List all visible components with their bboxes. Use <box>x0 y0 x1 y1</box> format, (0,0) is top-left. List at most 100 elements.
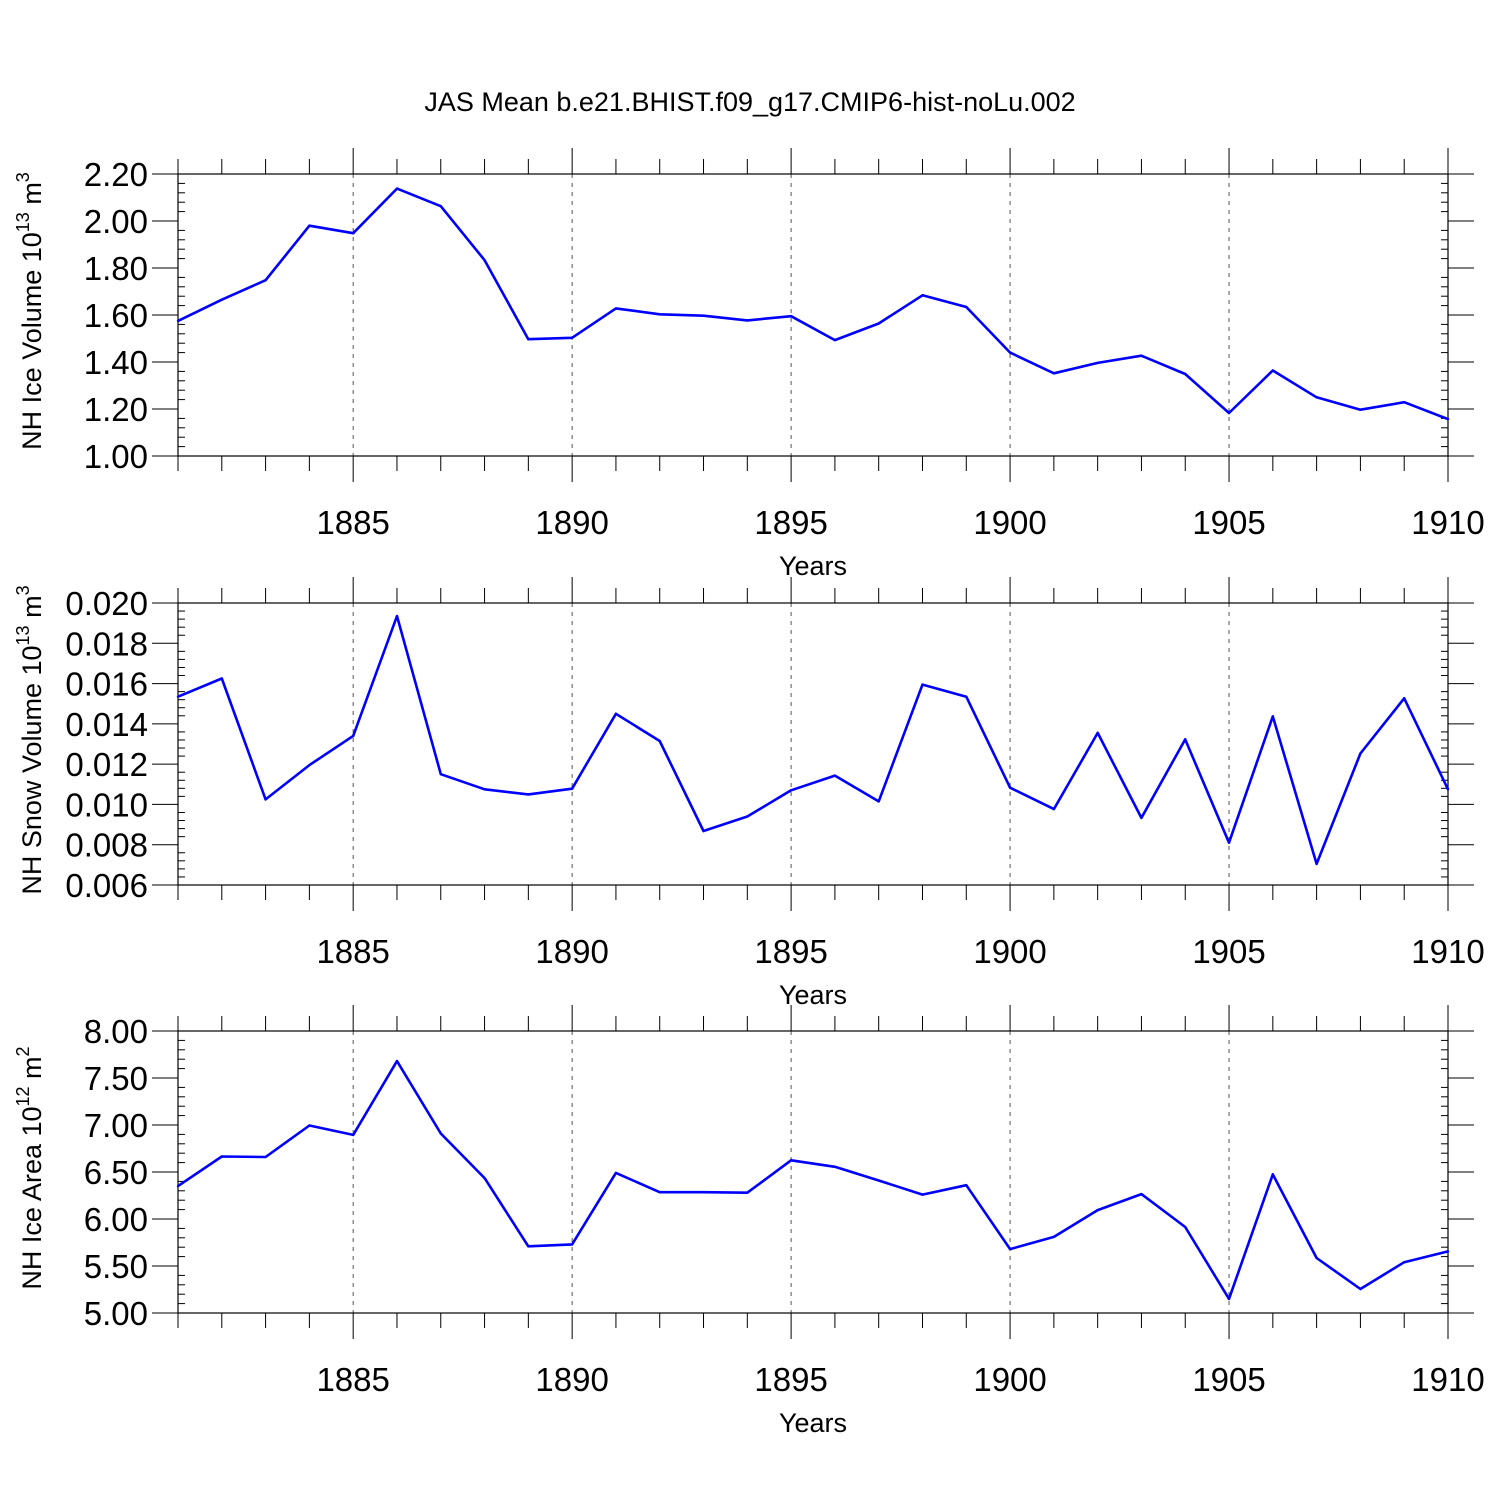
data-point <box>1140 1192 1143 1196</box>
y-axis-label: NH Ice Volume 1013 m3 <box>13 172 47 450</box>
y-axis-label-exponent: 13 <box>13 625 33 645</box>
data-point <box>877 1179 880 1182</box>
data-point <box>1096 731 1099 735</box>
y-tick-label: 6.50 <box>84 1154 148 1191</box>
data-point <box>439 204 442 208</box>
series-line <box>177 614 1450 866</box>
x-tick-label: 1910 <box>1411 933 1484 970</box>
x-tick-label: 1900 <box>973 933 1046 970</box>
y-axis-label-exponent: 13 <box>13 212 33 232</box>
data-point <box>527 338 530 341</box>
data-point <box>483 788 486 791</box>
y-axis-label-unit: m <box>17 595 47 625</box>
data-point <box>965 305 968 309</box>
y-tick-label: 0.014 <box>65 706 148 743</box>
data-point <box>789 1159 793 1162</box>
y-tick-label: 0.006 <box>65 867 148 904</box>
data-point <box>789 789 793 792</box>
x-tick-label: 1905 <box>1192 1361 1265 1398</box>
data-point <box>1140 816 1143 820</box>
plot-frame <box>177 1030 1449 1314</box>
data-point <box>570 787 574 790</box>
data-point <box>176 695 180 698</box>
data-point <box>1446 417 1450 421</box>
data-point <box>1315 1256 1318 1260</box>
data-point <box>921 683 924 686</box>
data-point <box>570 1243 574 1246</box>
x-tick-label: 1900 <box>973 1361 1046 1398</box>
y-tick-label: 1.00 <box>84 438 148 475</box>
data-point <box>176 1184 180 1188</box>
data-point <box>264 798 267 801</box>
x-tick-label: 1910 <box>1411 1361 1484 1398</box>
data-point <box>1359 752 1362 755</box>
data-point <box>439 773 442 776</box>
y-axis-label-unit-exponent: 2 <box>13 1046 33 1056</box>
x-tick-label: 1905 <box>1192 933 1265 970</box>
data-point <box>746 1191 749 1194</box>
data-point <box>921 294 924 297</box>
y-tick-label: 7.00 <box>84 1107 148 1144</box>
data-point <box>483 1176 486 1180</box>
y-tick-label: 8.00 <box>84 1013 148 1050</box>
data-point <box>1008 1247 1012 1251</box>
data-point <box>1184 372 1187 376</box>
data-point <box>746 815 749 818</box>
data-point <box>1008 351 1012 354</box>
data-point <box>1359 1287 1362 1291</box>
y-tick-label: 2.20 <box>84 156 148 193</box>
x-tick-label: 1895 <box>754 933 827 970</box>
chart-panel-3: 5.00 5.50 6.00 6.50 7.00 7.50 8.00 1885 1890 1895… <box>13 1005 1485 1438</box>
figure-title: JAS Mean b.e21.BHIST.f09_g17.CMIP6-hist-… <box>424 87 1075 117</box>
y-tick-label: 0.008 <box>65 827 148 864</box>
y-axis-label-unit-exponent: 3 <box>13 172 33 182</box>
series-line <box>177 1059 1449 1301</box>
data-point <box>1271 1173 1275 1176</box>
data-point <box>351 734 355 738</box>
data-point <box>1140 354 1143 357</box>
y-tick-label: 1.80 <box>84 250 148 287</box>
y-tick-label: 0.012 <box>65 746 148 783</box>
data-point <box>395 614 399 618</box>
data-point <box>1446 788 1450 791</box>
data-point <box>702 829 705 833</box>
data-point <box>1227 1297 1231 1301</box>
y-tick-label: 1.40 <box>84 344 148 381</box>
x-tick-label: 1885 <box>316 933 389 970</box>
chart-panel-1: 1.00 1.20 1.40 1.60 1.80 2.00 2.20 1885 1890 1895… <box>13 148 1485 581</box>
data-point <box>965 695 968 698</box>
y-tick-label: 0.020 <box>65 585 148 622</box>
x-tick-label: 1910 <box>1411 504 1484 541</box>
x-axis-label: Years <box>779 1408 847 1438</box>
x-tick-label: 1890 <box>535 1361 608 1398</box>
x-tick-label: 1895 <box>754 1361 827 1398</box>
x-tick-label: 1890 <box>535 933 608 970</box>
y-tick-label: 1.20 <box>84 391 148 428</box>
data-point <box>351 1133 355 1137</box>
data-point <box>351 232 355 235</box>
data-point <box>1052 807 1056 811</box>
y-tick-label: 1.60 <box>84 297 148 334</box>
data-point <box>833 338 837 342</box>
y-tick-label: 0.010 <box>65 786 148 823</box>
data-point <box>1096 1208 1099 1212</box>
data-point <box>1227 411 1231 415</box>
y-tick-label: 7.50 <box>84 1060 148 1097</box>
x-tick-label: 1885 <box>316 1361 389 1398</box>
data-point <box>658 1191 661 1194</box>
data-point <box>702 314 705 317</box>
data-point <box>264 1155 267 1159</box>
data-point <box>1008 786 1012 789</box>
data-point <box>1227 841 1231 844</box>
data-point <box>877 800 880 803</box>
data-point <box>220 298 223 301</box>
data-point <box>439 1132 442 1135</box>
x-tick-label: 1895 <box>754 504 827 541</box>
data-point <box>527 1245 530 1248</box>
x-tick-label: 1900 <box>973 504 1046 541</box>
y-axis-label-prefix: NH Snow Volume 10 <box>17 645 47 894</box>
data-point <box>308 763 311 767</box>
data-point <box>833 774 837 777</box>
plot-frame <box>177 602 1449 886</box>
data-point <box>1052 372 1056 375</box>
